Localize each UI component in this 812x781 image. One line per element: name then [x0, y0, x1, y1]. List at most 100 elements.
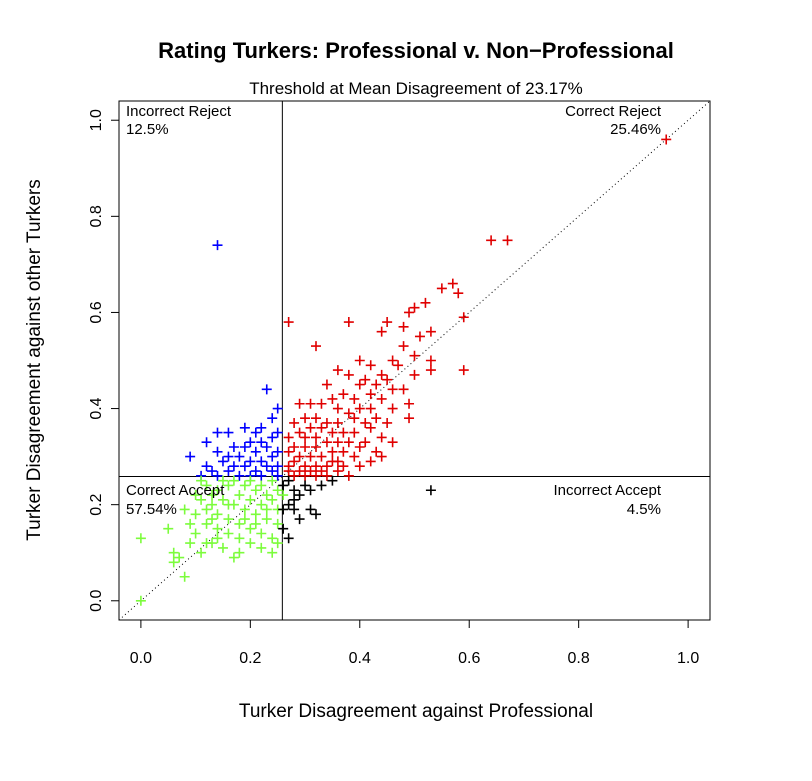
data-point: [294, 427, 305, 438]
data-point: [294, 451, 305, 462]
data-point: [371, 413, 382, 424]
data-point: [305, 422, 316, 433]
data-point: [196, 547, 207, 558]
data-point: [261, 442, 272, 452]
data-point: [190, 509, 201, 520]
x-tick-label: 1.0: [677, 650, 699, 667]
data-point: [365, 389, 376, 400]
data-point: [425, 326, 436, 337]
data-point: [371, 379, 382, 390]
data-point: [267, 494, 278, 505]
data-point: [376, 393, 387, 404]
data-point: [256, 542, 267, 553]
data-point: [327, 456, 338, 467]
data-point: [398, 321, 409, 332]
chart-title: Rating Turkers: Professional v. Non−Prof…: [158, 38, 674, 63]
data-point: [332, 365, 343, 376]
data-point: [360, 417, 371, 428]
data-point: [387, 403, 398, 414]
data-point: [163, 523, 174, 534]
data-point: [168, 547, 179, 558]
data-point: [272, 446, 283, 457]
data-point: [135, 595, 146, 606]
data-point: [196, 475, 207, 486]
data-point: [360, 374, 371, 385]
y-axis: 0.0 0.2 0.4 0.6 0.8 1.0: [88, 109, 120, 612]
data-point: [425, 365, 436, 376]
data-point: [228, 461, 239, 472]
data-point: [212, 240, 223, 251]
data-point: [316, 398, 327, 409]
data-point: [321, 470, 332, 481]
data-point: [207, 490, 218, 501]
data-point: [300, 461, 311, 472]
data-point: [371, 446, 382, 457]
data-point: [250, 509, 261, 520]
data-point: [212, 470, 223, 481]
data-point: [332, 466, 343, 477]
data-point: [278, 523, 289, 534]
data-point: [305, 398, 316, 409]
data-point: [354, 355, 365, 366]
data-point: [404, 413, 415, 424]
data-point: [239, 504, 250, 515]
data-point: [409, 369, 420, 380]
data-point: [486, 235, 497, 246]
data-point: [387, 355, 398, 366]
data-point: [327, 393, 338, 404]
data-point: [283, 466, 294, 477]
data-point: [365, 456, 376, 467]
x-tick-label: 0.8: [568, 650, 590, 667]
data-point: [453, 288, 464, 299]
data-point: [420, 297, 431, 308]
data-point: [190, 528, 201, 539]
data-point: [283, 446, 294, 457]
data-point: [300, 432, 311, 443]
data-point: [311, 432, 321, 443]
x-tick-label: 0.6: [458, 650, 480, 667]
data-point: [321, 417, 332, 428]
data-point: [321, 461, 332, 472]
data-point: [332, 417, 343, 428]
data-point: [458, 365, 469, 376]
data-point: [201, 538, 212, 549]
quadrant-label-correct-accept: Correct Accept: [126, 482, 225, 499]
data-point: [223, 499, 234, 510]
data-point: [217, 494, 228, 505]
data-point: [349, 427, 360, 438]
data-point: [256, 480, 267, 491]
data-point: [365, 403, 376, 414]
data-point: [283, 499, 294, 510]
data-point: [217, 475, 228, 486]
data-point: [332, 437, 343, 448]
data-point: [338, 389, 349, 400]
data-point: [272, 461, 283, 472]
data-point: [294, 466, 305, 477]
data-point: [349, 393, 360, 404]
data-point: [305, 451, 316, 462]
data-point: [212, 427, 223, 438]
data-point: [245, 437, 256, 448]
data-point: [338, 461, 349, 472]
data-point: [234, 451, 245, 462]
data-point: [201, 504, 212, 515]
data-point: [261, 514, 272, 525]
data-point: [294, 490, 305, 501]
data-point: [316, 451, 327, 462]
data-point: [267, 533, 278, 544]
data-point: [316, 480, 327, 491]
data-point: [223, 480, 234, 491]
data-point: [447, 278, 458, 289]
data-point: [135, 533, 146, 544]
y-tick-label: 0.6: [88, 301, 105, 323]
data-point: [261, 384, 272, 395]
data-point: [354, 403, 365, 414]
data-point: [256, 470, 267, 481]
data-point: [185, 538, 196, 549]
data-point: [196, 494, 207, 505]
data-point: [212, 485, 223, 496]
data-point: [212, 533, 223, 544]
data-point: [234, 547, 245, 558]
data-point: [267, 475, 278, 486]
